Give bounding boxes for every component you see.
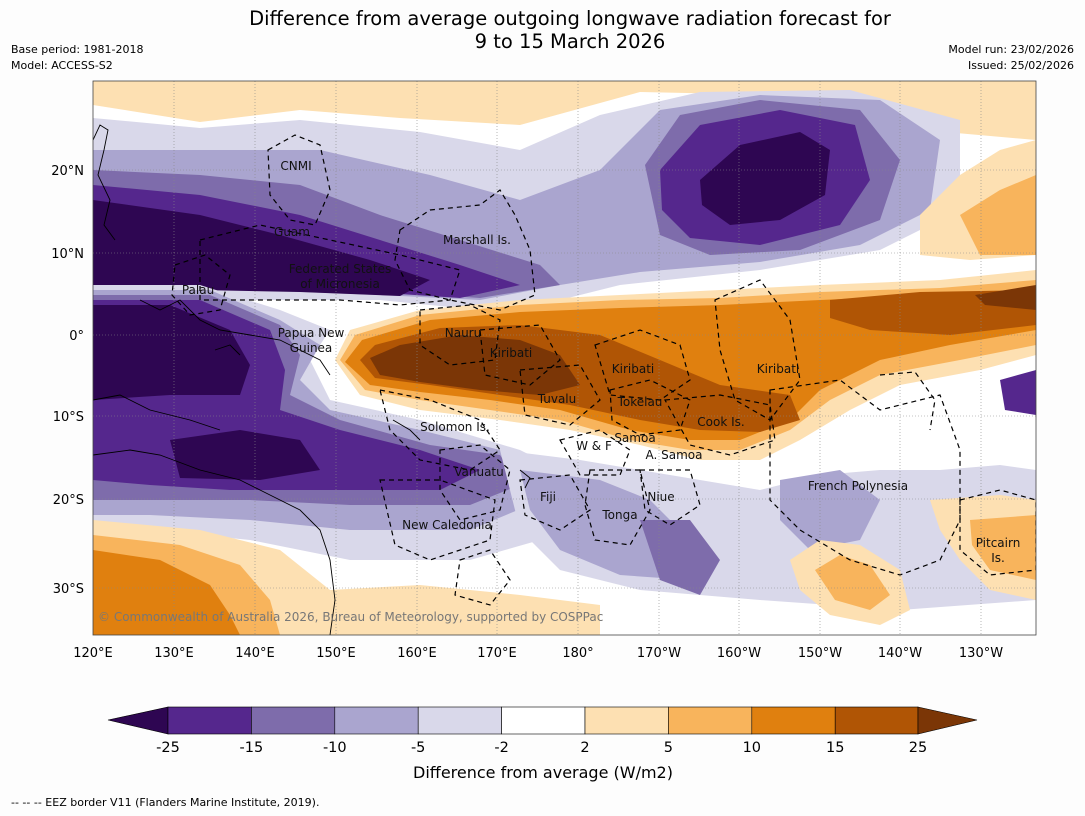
title-line-2: 9 to 15 March 2026 xyxy=(474,30,666,53)
colorbar-tick: 2 xyxy=(580,740,589,756)
label-pitcairn-line2: Is. xyxy=(991,551,1005,565)
colorbar-tick: -15 xyxy=(240,740,264,756)
x-axis-labels: 120°E 130°E 140°E 150°E 160°E 170°E 180°… xyxy=(73,646,1003,661)
colorbar-tick: -25 xyxy=(156,740,180,756)
x-tick-120e: 120°E xyxy=(73,646,113,661)
y-tick-20n: 20°N xyxy=(51,164,84,179)
colorbar-tick: -5 xyxy=(411,740,425,756)
label-marshall-islands: Marshall Is. xyxy=(443,233,511,247)
y-tick-30s: 30°S xyxy=(53,582,84,597)
label-tuvalu: Tuvalu xyxy=(537,392,577,406)
issued-date: Issued: 25/02/2026 xyxy=(967,59,1074,72)
base-period: Base period: 1981-2018 xyxy=(11,43,144,56)
coastlines xyxy=(93,124,531,635)
label-wallis-futuna: W & F xyxy=(576,439,612,453)
label-kiribati-east: Kiribati xyxy=(757,362,799,376)
label-kiribati-west: Kiribati xyxy=(490,346,532,360)
x-tick-130e: 130°E xyxy=(154,646,194,661)
label-cook-islands: Cook Is. xyxy=(697,415,744,429)
x-tick-140w: 140°W xyxy=(878,646,922,661)
colorbar-segment xyxy=(251,706,336,735)
model-name: Model: ACCESS-S2 xyxy=(11,59,113,72)
label-fsm-line1: Federated States xyxy=(289,262,391,276)
y-tick-10s: 10°S xyxy=(53,410,84,425)
label-nauru: Nauru xyxy=(445,326,481,340)
x-tick-150e: 150°E xyxy=(316,646,356,661)
label-fiji: Fiji xyxy=(540,490,556,504)
eez-borders xyxy=(171,134,1036,606)
label-tokelau: Tokelau xyxy=(617,395,663,409)
label-french-polynesia: French Polynesia xyxy=(808,479,908,493)
colorbar-segment xyxy=(334,706,419,735)
colorbar-min-extension xyxy=(107,706,169,735)
x-tick-170e: 170°E xyxy=(477,646,517,661)
eez-footnote: -- -- -- EEZ border V11 (Flanders Marine… xyxy=(11,796,320,809)
colorbar-segment xyxy=(501,706,586,735)
label-cnmi: CNMI xyxy=(280,159,311,173)
y-tick-10n: 10°N xyxy=(51,247,84,262)
x-tick-130w: 130°W xyxy=(959,646,1003,661)
colorbar-title: Difference from average (W/m2) xyxy=(413,763,673,782)
label-niue: Niue xyxy=(647,490,674,504)
colorbar-segment xyxy=(417,706,502,735)
colorbar-segment xyxy=(834,706,919,735)
y-tick-20s: 20°S xyxy=(53,493,84,508)
map-frame xyxy=(92,80,1037,636)
colorbar: -25 -15 -10 -5 -2 2 5 10 15 25 Differenc… xyxy=(107,706,978,782)
label-solomon-islands: Solomon Is. xyxy=(420,420,490,434)
anomaly-field xyxy=(93,81,1036,635)
label-american-samoa: A. Samoa xyxy=(646,448,703,462)
label-tonga: Tonga xyxy=(601,508,637,522)
graticule xyxy=(93,81,1036,635)
label-samoa: Samoa xyxy=(614,431,655,445)
model-run: Model run: 23/02/2026 xyxy=(948,43,1074,56)
copyright-notice: © Commonwealth of Australia 2026, Bureau… xyxy=(98,610,603,624)
label-new-caledonia: New Caledonia xyxy=(402,518,492,532)
map-title: Difference from average outgoing longwav… xyxy=(0,7,1085,53)
colorbar-tick: 10 xyxy=(743,740,761,756)
label-palau: Palau xyxy=(182,283,214,297)
colorbar-tick: -10 xyxy=(323,740,347,756)
label-pitcairn-line1: Pitcairn xyxy=(976,536,1021,550)
colorbar-tick: 15 xyxy=(826,740,844,756)
x-tick-140e: 140°E xyxy=(235,646,275,661)
x-tick-160w: 160°W xyxy=(717,646,761,661)
x-tick-160e: 160°E xyxy=(397,646,437,661)
run-info: Model run: 23/02/2026 Issued: 25/02/2026 xyxy=(948,42,1074,74)
x-tick-170w: 170°W xyxy=(637,646,681,661)
colorbar-segment xyxy=(584,706,669,735)
y-tick-0: 0° xyxy=(69,329,84,344)
y-axis-labels: 20°N 10°N 0° 10°S 20°S 30°S xyxy=(51,164,84,597)
label-kiribati-central: Kiribati xyxy=(612,362,654,376)
colorbar-segment xyxy=(668,706,753,735)
x-tick-150w: 150°W xyxy=(798,646,842,661)
colorbar-tick: -2 xyxy=(494,740,508,756)
label-guam: Guam xyxy=(274,225,310,239)
label-png-line2: Guinea xyxy=(290,341,333,355)
region-labels: CNMI Guam Marshall Is. Federated States … xyxy=(182,159,1020,565)
colorbar-segment xyxy=(751,706,836,735)
title-line-1: Difference from average outgoing longwav… xyxy=(249,7,891,30)
colorbar-tick: 25 xyxy=(909,740,927,756)
model-info: Base period: 1981-2018 Model: ACCESS-S2 xyxy=(11,42,143,74)
label-fsm-line2: of Micronesia xyxy=(300,277,380,291)
colorbar-tick: 5 xyxy=(664,740,673,756)
label-png-line1: Papua New xyxy=(278,326,345,340)
colorbar-max-extension xyxy=(917,706,978,735)
colorbar-segment xyxy=(167,706,252,735)
label-vanuatu: Vanuatu xyxy=(454,465,504,479)
x-tick-180: 180° xyxy=(562,646,593,661)
